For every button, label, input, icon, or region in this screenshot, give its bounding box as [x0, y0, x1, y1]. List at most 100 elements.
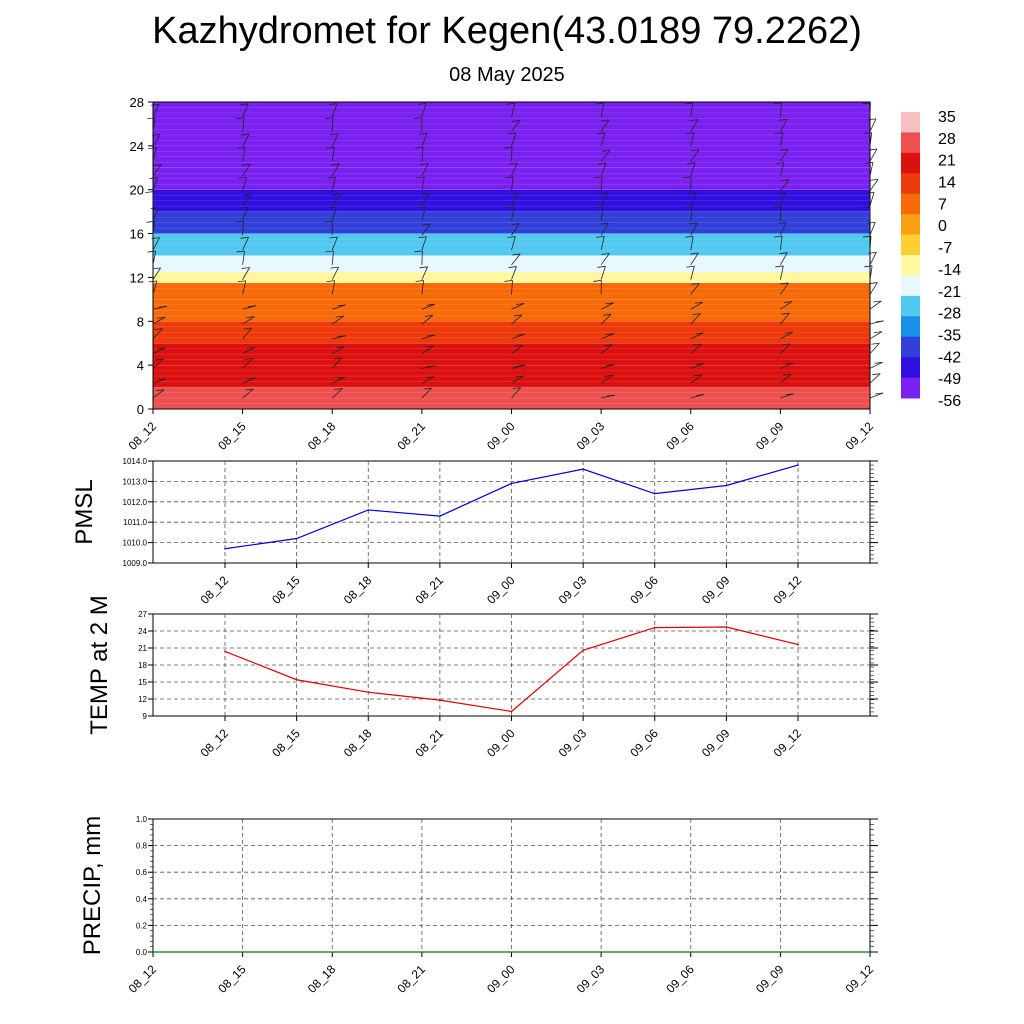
temp-y-tick-label: 12 [138, 695, 147, 704]
temp-point [725, 626, 728, 628]
wind-barb-flag [240, 103, 249, 106]
wind-barb [152, 134, 161, 147]
wind-barb-flag [780, 179, 790, 182]
wind-barb [242, 377, 256, 384]
wind-barb-flag [875, 320, 884, 323]
wind-barb-flag [425, 345, 434, 348]
wind-barb [331, 280, 336, 295]
wind-barb [779, 236, 783, 251]
wind-barb [780, 393, 794, 399]
wind-barb [242, 164, 251, 177]
heatmap-x-tick-label: 08_15 [215, 419, 249, 453]
wind-barb-flag [423, 387, 432, 390]
wind-barb-flag [158, 305, 167, 308]
wind-barb-flag [774, 235, 783, 238]
pmsl-x-tick-label: 09_00 [484, 573, 518, 607]
wind-barb-flag [779, 149, 789, 151]
wind-barb-flag [248, 305, 257, 307]
colorbar-label: -7 [938, 240, 952, 257]
wind-barb [600, 102, 605, 117]
wind-barb-flag [509, 162, 518, 165]
pmsl-y-tick-label: 1011.0 [123, 518, 147, 527]
wind-barb-flag [419, 133, 428, 135]
wind-barb-flag [335, 315, 344, 318]
wind-barb [690, 206, 693, 221]
wind-barb [779, 192, 786, 206]
precip-y-tick-label: 0.4 [136, 895, 148, 904]
wind-barb-flag [774, 132, 783, 135]
wind-barb [421, 303, 436, 310]
wind-barb [242, 250, 245, 265]
temp-point [224, 650, 226, 653]
wind-barb-flag [606, 394, 615, 397]
heatmap-x-tick-label: 09_06 [663, 419, 697, 453]
wind-barb-flag [693, 343, 702, 346]
wind-barb [869, 265, 873, 280]
wind-barb-flag [696, 394, 705, 396]
wind-barb [242, 388, 254, 399]
temp-point [367, 691, 370, 693]
wind-barb-flag [153, 164, 162, 167]
wind-barb-flag [327, 176, 336, 179]
precip-x-tick-label: 09_03 [574, 962, 608, 996]
wind-barb-flag [416, 176, 425, 179]
temp-ylabel: TEMP at 2 M [86, 595, 113, 735]
temp-x-tick-label: 09_00 [484, 726, 518, 760]
wind-barb-flag [241, 267, 250, 269]
wind-barb [869, 148, 878, 162]
colorbar-segment [901, 255, 920, 276]
wind-barb-flag [875, 392, 884, 395]
pmsl-point [653, 492, 656, 495]
wind-barb [780, 373, 792, 384]
heatmap-x-tick-label: 09_12 [843, 419, 877, 453]
temp-x-tick-label: 09_09 [699, 726, 733, 760]
wind-barb [421, 223, 431, 236]
heatmap-band [153, 299, 870, 322]
heatmap-x-tick-label: 08_12 [126, 419, 160, 453]
colorbar-label: 35 [938, 109, 956, 126]
wind-barb [600, 344, 613, 354]
wind-barb-flag [514, 345, 523, 347]
temp-y-tick-label: 27 [138, 610, 147, 619]
wind-barb [152, 237, 160, 251]
wind-barb-flag [238, 176, 247, 179]
wind-barb [600, 266, 606, 280]
wind-barb [779, 206, 782, 221]
wind-barb-flag [242, 163, 251, 166]
wind-barb-flag [147, 117, 156, 120]
wind-barb [152, 328, 163, 340]
wind-barb-flag [778, 118, 787, 121]
wind-barb-flag [330, 133, 339, 136]
wind-barb-flag [328, 206, 337, 209]
heatmap-x-tick-label: 08_21 [394, 419, 428, 453]
wind-barb-flag [421, 193, 430, 196]
wind-barb-flag [507, 236, 516, 238]
wind-barb-flag [775, 162, 785, 164]
wind-barb-flag [332, 193, 341, 196]
wind-barb-flag [511, 223, 520, 226]
colorbar-label: 21 [938, 153, 956, 170]
wind-barb-flag [504, 280, 513, 282]
wind-barb-flag [690, 149, 700, 152]
wind-barb-flag [145, 191, 154, 194]
colorbar-label: 14 [938, 175, 956, 192]
wind-barb [152, 117, 156, 132]
wind-barb-flag [595, 102, 604, 105]
wind-barb [511, 176, 514, 191]
wind-barb [780, 282, 789, 295]
wind-barb-flag [684, 102, 693, 105]
wind-barb [511, 333, 525, 340]
temp-y-tick-label: 21 [138, 644, 147, 653]
wind-barb [779, 102, 782, 117]
wind-barb-flag [867, 118, 876, 121]
wind-barb [600, 132, 606, 147]
pmsl-x-tick-label: 08_15 [269, 573, 303, 607]
precip-x-tick-label: 08_12 [126, 962, 160, 996]
wind-barb-flag [337, 304, 346, 307]
wind-barb [152, 147, 157, 162]
wind-barb-flag [245, 388, 254, 391]
wind-barb [511, 206, 515, 221]
temp-point [582, 649, 584, 652]
wind-barb-flag [596, 132, 606, 135]
